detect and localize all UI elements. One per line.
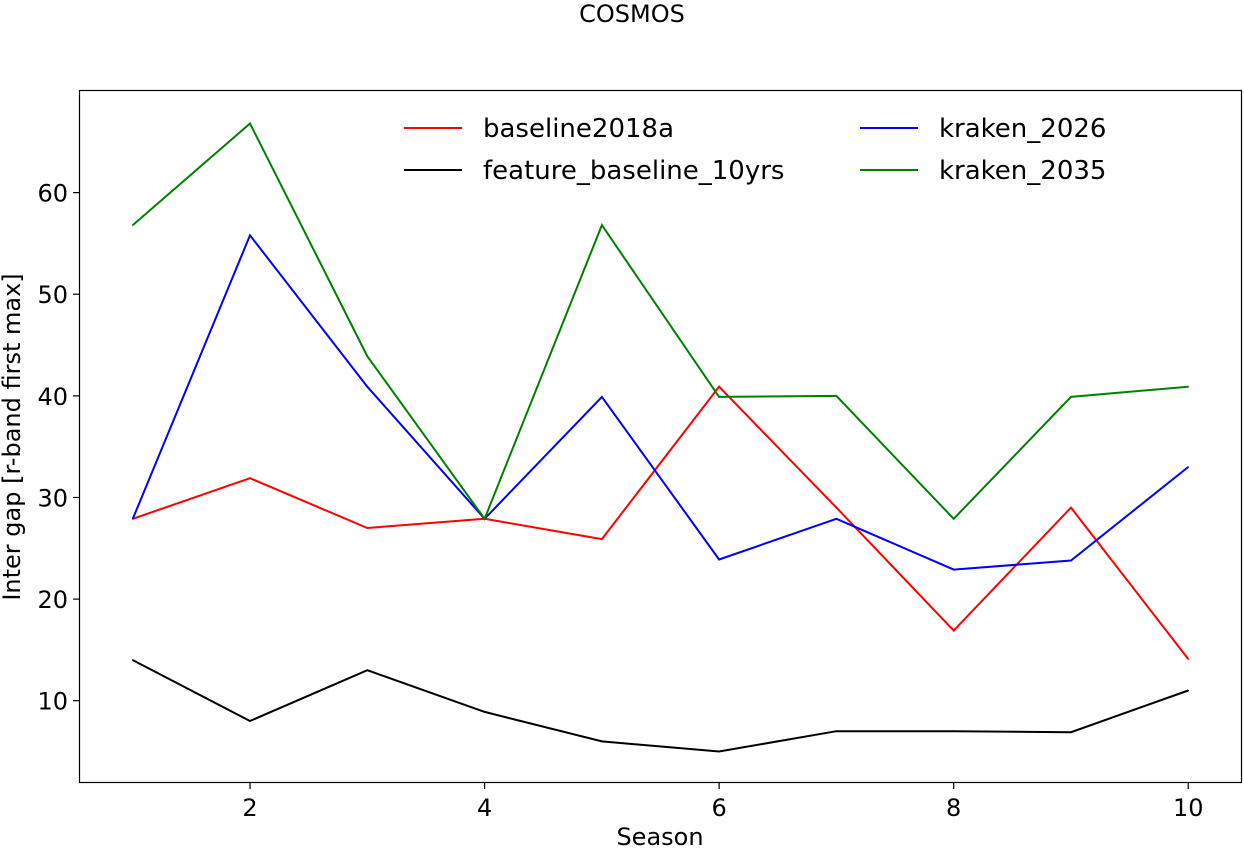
x-tick-label: 4 [477,794,492,822]
data-point-kraken_2026-5 [601,396,603,398]
data-point-feature_baseline_10yrs-3 [366,669,369,671]
data-point-kraken_2026-8 [952,568,955,571]
data-point-kraken_2026-1 [132,518,134,520]
data-point-kraken_2026-7 [835,518,838,520]
y-axis: 10 20 30 40 50 60 [37,180,80,716]
data-point-baseline2018a-7 [835,506,838,509]
data-point-kraken_2035-8 [952,518,955,520]
legend-label-baseline2018a: baseline2018a [483,114,674,144]
y-tick-label: 10 [37,688,68,716]
plot-frame [78,89,1243,784]
y-axis-label: Inter gap [r-band first max] [0,273,26,600]
data-point-kraken_2026-3 [366,385,369,388]
data-point-baseline2018a-10 [1187,658,1189,660]
series-layer [131,121,1189,753]
data-point-kraken_2026-10 [1187,466,1189,468]
data-point-kraken_2026-2 [249,234,251,237]
x-tick-label: 8 [946,794,961,822]
legend-label-feature_baseline_10yrs: feature_baseline_10yrs [483,156,784,186]
y-tick-label: 20 [37,586,68,614]
x-tick-label: 2 [242,794,257,822]
data-point-feature_baseline_10yrs-10 [1187,689,1189,692]
data-point-kraken_2035-9 [1070,396,1072,398]
legend-label-kraken_2035: kraken_2035 [939,156,1106,186]
data-point-kraken_2035-5 [601,224,603,226]
data-point-kraken_2035-2 [249,122,251,125]
data-point-kraken_2035-7 [835,395,838,397]
series-line-baseline2018a [132,385,1189,660]
data-point-feature_baseline_10yrs-1 [132,659,134,661]
data-point-feature_baseline_10yrs-6 [718,750,720,753]
data-point-feature_baseline_10yrs-2 [249,720,251,722]
data-point-feature_baseline_10yrs-7 [835,730,838,732]
data-point-feature_baseline_10yrs-4 [483,711,486,713]
data-point-kraken_2035-6 [718,396,720,398]
data-point-baseline2018a-6 [718,385,720,388]
y-tick-label: 40 [37,383,68,411]
chart-title: COSMOS [579,0,685,28]
y-tick-label: 50 [37,281,68,309]
legend: baseline2018a feature_baseline_10yrs krake… [404,114,1106,186]
series-line-kraken_2026 [131,233,1189,571]
x-tick-label: 6 [711,794,726,822]
series-line-feature_baseline_10yrs [132,659,1189,753]
data-point-kraken_2026-6 [718,558,720,561]
data-point-kraken_2035-4 [483,518,486,520]
x-tick-label: 10 [1173,794,1204,822]
x-axis-label: Season [616,823,703,851]
data-point-baseline2018a-9 [1070,506,1072,509]
x-axis: 2 4 6 8 10 [242,782,1204,822]
data-point-kraken_2026-9 [1070,559,1072,562]
data-point-feature_baseline_10yrs-9 [1070,731,1072,733]
data-point-baseline2018a-8 [952,629,955,632]
data-point-feature_baseline_10yrs-5 [601,740,603,743]
series-line-kraken_2035 [132,121,1189,521]
legend-label-kraken_2026: kraken_2026 [939,114,1106,144]
data-point-kraken_2035-10 [1187,385,1189,388]
data-point-kraken_2035-1 [132,224,134,226]
y-tick-label: 30 [37,484,68,512]
y-tick-label: 60 [37,180,68,208]
data-point-baseline2018a-3 [366,527,369,529]
data-point-baseline2018a-5 [601,538,603,540]
data-point-kraken_2035-3 [366,355,369,358]
data-point-feature_baseline_10yrs-8 [952,730,955,732]
data-point-baseline2018a-2 [249,477,251,480]
